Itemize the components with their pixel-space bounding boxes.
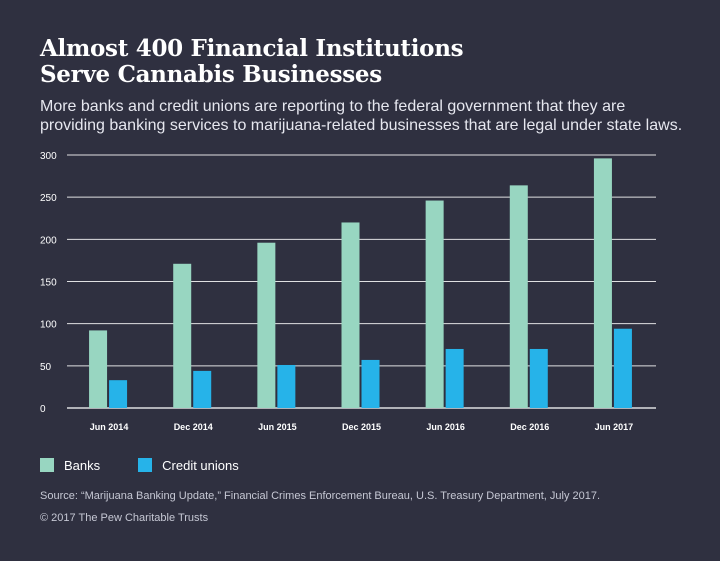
chart-title: Almost 400 Financial Institutions Serve …	[40, 36, 680, 88]
y-tick-label: 200	[40, 235, 57, 246]
legend: Banks Credit unions	[40, 456, 277, 474]
bar-banks	[509, 185, 528, 408]
bar-banks	[257, 242, 276, 408]
bar-credit-unions	[277, 364, 296, 408]
x-tick-label: Dec 2015	[342, 422, 381, 432]
title-line-2: Serve Cannabis Businesses	[40, 61, 382, 88]
y-tick-label: 0	[40, 404, 46, 415]
bar-credit-unions	[529, 348, 548, 408]
y-tick-label: 250	[40, 193, 57, 204]
legend-swatch-credit-unions	[138, 458, 153, 472]
legend-item-banks: Banks	[40, 458, 100, 473]
bar-banks	[593, 158, 612, 408]
y-tick-label: 300	[40, 151, 57, 162]
bar-credit-unions	[193, 370, 212, 408]
y-tick-label: 150	[40, 278, 57, 289]
bar-credit-unions	[613, 328, 632, 408]
title-line-1: Almost 400 Financial Institutions	[40, 35, 464, 62]
bar-credit-unions	[445, 348, 464, 408]
y-tick-label: 50	[40, 362, 52, 373]
bar-banks	[89, 330, 108, 408]
legend-label-credit-unions: Credit unions	[162, 457, 239, 473]
copyright-note: © 2017 The Pew Charitable Trusts	[40, 512, 209, 524]
bar-banks	[341, 222, 360, 408]
x-tick-label: Dec 2016	[510, 422, 549, 432]
bar-banks	[425, 200, 444, 408]
bar-credit-unions	[361, 359, 380, 408]
legend-swatch-banks	[40, 458, 54, 472]
legend-item-credit-unions: Credit unions	[138, 458, 239, 473]
x-tick-label: Jun 2016	[426, 422, 465, 432]
x-tick-label: Jun 2015	[258, 422, 297, 432]
x-tick-label: Jun 2017	[595, 422, 634, 432]
x-tick-label: Dec 2014	[174, 422, 213, 432]
legend-label-banks: Banks	[64, 457, 101, 473]
bar-credit-unions	[109, 380, 128, 408]
bar-banks	[173, 263, 192, 408]
x-tick-label: Jun 2014	[90, 422, 129, 432]
y-tick-label: 100	[40, 320, 57, 331]
chart-subtitle: More banks and credit unions are reporti…	[40, 98, 683, 134]
source-note: Source: “Marijuana Banking Update,” Fina…	[40, 490, 601, 502]
